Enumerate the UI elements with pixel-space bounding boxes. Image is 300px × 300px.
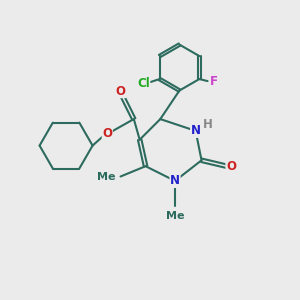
Text: N: N bbox=[190, 124, 201, 137]
Text: Cl: Cl bbox=[137, 77, 150, 90]
Text: O: O bbox=[116, 85, 126, 98]
Text: H: H bbox=[203, 118, 213, 131]
Text: O: O bbox=[102, 127, 112, 140]
Text: O: O bbox=[226, 160, 236, 173]
Text: Me: Me bbox=[97, 172, 115, 182]
Text: Me: Me bbox=[166, 211, 184, 221]
Text: N: N bbox=[170, 174, 180, 188]
Text: F: F bbox=[210, 76, 218, 88]
